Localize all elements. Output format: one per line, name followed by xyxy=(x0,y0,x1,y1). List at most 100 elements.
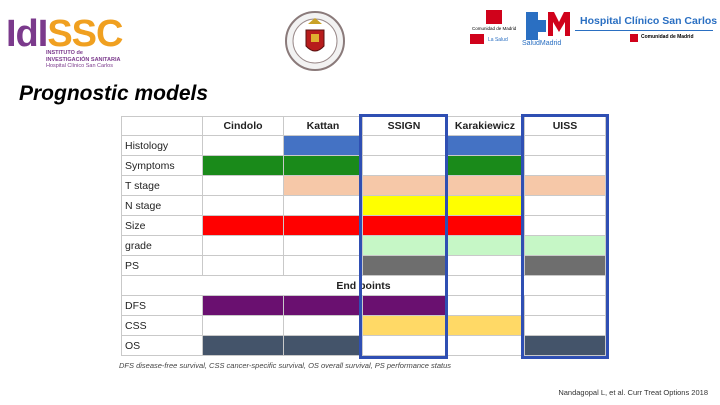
comunidad-flag-icon xyxy=(630,34,638,42)
table-cell-ssign xyxy=(361,255,446,276)
row-label: PS xyxy=(121,255,203,276)
table-row-ps: PS xyxy=(121,255,607,276)
table-cell-ssign xyxy=(361,135,446,156)
table-cell-kattan xyxy=(283,175,363,196)
column-header-uiss: UISS xyxy=(523,116,607,136)
svg-text:La Salud: La Salud xyxy=(488,37,508,43)
hospital-underline xyxy=(575,30,713,31)
salud-madrid-label: SaludMadrid xyxy=(522,40,561,46)
prognostic-models-table-container: Cindolo Kattan SSIGN Karakiewicz UISS Histol… xyxy=(121,113,609,362)
table-cell-kattan xyxy=(283,135,363,156)
table-cell-ssign xyxy=(361,175,446,196)
idissc-subtitle: INSTITUTO de INVESTIGACIÓN SANITARIA Hos… xyxy=(46,50,146,70)
table-cell-kattan xyxy=(283,315,363,336)
table-cell-ssign xyxy=(361,195,446,216)
table-cell-kattan xyxy=(283,215,363,236)
row-label: N stage xyxy=(121,195,203,216)
endpoints-row: End points xyxy=(121,275,606,296)
table-cell-karakiewicz xyxy=(444,295,525,316)
row-label: CSS xyxy=(121,315,203,336)
row-label: Histology xyxy=(121,135,203,156)
table-cell-ssign xyxy=(361,315,446,336)
table-cell-uiss xyxy=(523,235,607,256)
table-row-os: OS xyxy=(121,335,607,356)
header-corner xyxy=(121,116,203,136)
table-cell-uiss xyxy=(523,315,607,336)
table-header-row: Cindolo Kattan SSIGN Karakiewicz UISS xyxy=(121,116,607,136)
hospital-name: Hospital Clínico San Carlos xyxy=(580,15,718,27)
table-cell-ssign xyxy=(361,155,446,176)
table-cell-uiss xyxy=(523,175,607,196)
idissc-wordmark: IdISSC xyxy=(6,13,123,55)
table-cell-ssign xyxy=(361,215,446,236)
row-label: grade xyxy=(121,235,203,256)
table-cell-karakiewicz xyxy=(444,215,525,236)
table-cell-kattan xyxy=(283,235,363,256)
table-cell-karakiewicz xyxy=(444,335,525,356)
table-caption: DFS disease-free survival, CSS cancer-sp… xyxy=(119,361,452,370)
table-cell-karakiewicz xyxy=(444,135,525,156)
table-cell-cindolo xyxy=(202,135,284,156)
column-header-cindolo: Cindolo xyxy=(202,116,284,136)
table-row-histology: Histology xyxy=(121,135,607,156)
comunidad-text: Comunidad de Madrid xyxy=(641,34,694,40)
table-row-dfs: DFS xyxy=(121,295,607,316)
table-cell-cindolo xyxy=(202,175,284,196)
table-row-symptoms: Symptoms xyxy=(121,155,607,176)
table-cell-karakiewicz xyxy=(444,195,525,216)
table-cell-cindolo xyxy=(202,335,284,356)
table-cell-karakiewicz xyxy=(444,235,525,256)
table-cell-cindolo xyxy=(202,315,284,336)
slide-title: Prognostic models xyxy=(19,82,209,105)
table-cell-kattan xyxy=(283,195,363,216)
table-cell-kattan xyxy=(283,155,363,176)
university-seal-icon xyxy=(285,11,345,71)
idissc-logo: IdISSC INSTITUTO de INVESTIGACIÓN SANITA… xyxy=(6,14,146,76)
table-cell-karakiewicz xyxy=(444,175,525,196)
table-row-t-stage: T stage xyxy=(121,175,607,196)
table-cell-cindolo xyxy=(202,295,284,316)
table-cell-ssign xyxy=(361,235,446,256)
row-label: Size xyxy=(121,215,203,236)
table-cell-cindolo xyxy=(202,255,284,276)
table-cell-uiss xyxy=(523,195,607,216)
table-cell-cindolo xyxy=(202,215,284,236)
citation: Nandagopal L, et al. Curr Treat Options … xyxy=(558,388,708,397)
idissc-brand-part2: SSC xyxy=(47,13,123,55)
idissc-brand-part1: IdI xyxy=(6,13,48,55)
idissc-line3: Hospital Clínico San Carlos xyxy=(46,63,113,69)
table-cell-karakiewicz xyxy=(444,155,525,176)
idissc-line1: INSTITUTO de xyxy=(46,50,83,56)
column-header-ssign: SSIGN xyxy=(361,116,446,136)
table-cell-cindolo xyxy=(202,195,284,216)
column-header-kattan: Kattan xyxy=(283,116,363,136)
table-row-n-stage: N stage xyxy=(121,195,607,216)
salud-madrid-logo: SaludMadrid xyxy=(522,12,570,46)
table-cell-karakiewicz xyxy=(444,315,525,336)
table-cell-karakiewicz xyxy=(444,255,525,276)
madrid-logo-label: Comunidad de Madrid xyxy=(472,26,517,31)
table-cell-uiss xyxy=(523,215,607,236)
comunidad-madrid-logo: Comunidad de Madrid La Salud xyxy=(470,10,517,44)
table-cell-kattan xyxy=(283,295,363,316)
table-row-size: Size xyxy=(121,215,607,236)
endpoints-label: End points xyxy=(121,275,606,296)
table-cell-uiss xyxy=(523,335,607,356)
table-cell-ssign xyxy=(361,335,446,356)
table-cell-ssign xyxy=(361,295,446,316)
table-cell-uiss xyxy=(523,255,607,276)
table-cell-cindolo xyxy=(202,155,284,176)
row-label: OS xyxy=(121,335,203,356)
table-cell-uiss xyxy=(523,155,607,176)
table-cell-uiss xyxy=(523,295,607,316)
table-cell-kattan xyxy=(283,255,363,276)
table-row-css: CSS xyxy=(121,315,607,336)
table-cell-uiss xyxy=(523,135,607,156)
row-label: T stage xyxy=(121,175,203,196)
idissc-line2: INVESTIGACIÓN SANITARIA xyxy=(46,56,121,63)
prognostic-models-table: Cindolo Kattan SSIGN Karakiewicz UISS Histol… xyxy=(121,116,607,356)
table-cell-cindolo xyxy=(202,235,284,256)
table-cell-kattan xyxy=(283,335,363,356)
column-header-karakiewicz: Karakiewicz xyxy=(444,116,525,136)
row-label: Symptoms xyxy=(121,155,203,176)
